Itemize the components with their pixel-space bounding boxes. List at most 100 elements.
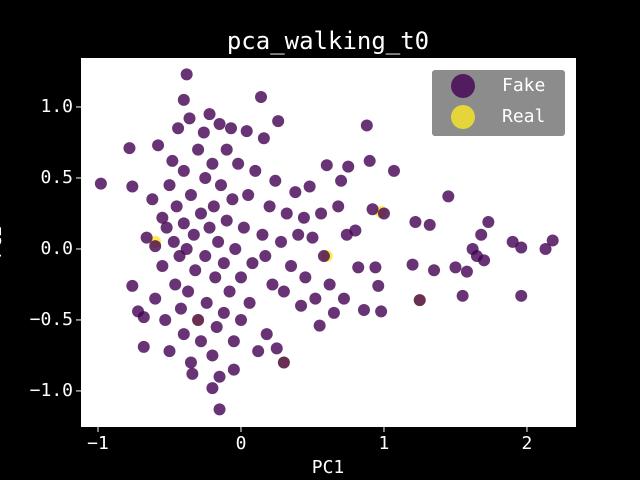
legend-label: Real: [502, 106, 545, 127]
point: [263, 200, 276, 213]
point: [295, 299, 308, 312]
point: [149, 240, 162, 253]
point: [189, 264, 202, 277]
point: [292, 228, 305, 241]
point: [449, 261, 462, 274]
marks: [94, 68, 559, 416]
y-tick-label: −1.0: [30, 380, 73, 401]
point: [203, 108, 216, 121]
point: [277, 285, 290, 298]
point: [323, 278, 336, 291]
point: [506, 235, 519, 248]
point: [246, 257, 259, 270]
point: [192, 143, 205, 156]
point: [217, 257, 230, 270]
y-axis-label: PC2: [0, 226, 6, 259]
point: [184, 189, 197, 202]
point: [272, 115, 285, 128]
point: [266, 278, 279, 291]
point: [475, 228, 488, 241]
point: [160, 221, 173, 234]
point: [360, 119, 373, 132]
point: [226, 193, 239, 206]
point: [152, 139, 165, 152]
point: [140, 231, 153, 244]
point: [159, 313, 172, 326]
point: [182, 285, 195, 298]
point: [156, 211, 169, 224]
point: [210, 321, 223, 334]
x-tick-label: −1: [87, 433, 109, 454]
legend: Fake Real: [432, 70, 565, 136]
point: [220, 214, 233, 227]
point: [177, 217, 190, 230]
legend-marker: [451, 105, 475, 129]
point: [192, 313, 205, 326]
point: [166, 154, 179, 167]
point: [227, 335, 240, 348]
point: [167, 235, 180, 248]
point: [275, 235, 288, 248]
point: [126, 279, 139, 292]
point: [369, 261, 382, 274]
point: [232, 157, 245, 170]
point: [315, 207, 328, 220]
point: [320, 159, 333, 172]
point: [306, 231, 319, 244]
y-tick-label: −0.5: [30, 309, 73, 330]
point: [313, 319, 326, 332]
point: [183, 112, 196, 125]
point: [259, 250, 272, 263]
point: [163, 179, 176, 192]
legend-label: Fake: [502, 75, 545, 96]
point: [213, 370, 226, 383]
point: [478, 254, 491, 267]
point: [227, 363, 240, 376]
point: [252, 345, 265, 358]
point: [206, 349, 219, 362]
point: [257, 132, 270, 145]
point: [207, 200, 220, 213]
x-tick-label: 1: [379, 433, 390, 454]
point: [170, 200, 183, 213]
point: [269, 174, 282, 187]
y-tick-label: 1.0: [40, 96, 73, 117]
point: [223, 285, 236, 298]
point: [297, 211, 310, 224]
point: [180, 68, 193, 81]
point: [363, 154, 376, 167]
point: [317, 250, 330, 263]
point: [285, 259, 298, 272]
point: [177, 328, 190, 341]
point: [199, 250, 212, 263]
point: [206, 157, 219, 170]
point: [197, 126, 210, 139]
point: [249, 164, 262, 177]
point: [220, 143, 233, 156]
point: [194, 335, 207, 348]
point: [214, 179, 227, 192]
x-tick-label: 2: [522, 433, 533, 454]
point: [280, 207, 293, 220]
point: [372, 279, 385, 292]
point: [309, 292, 322, 305]
point: [515, 289, 528, 302]
point: [200, 296, 213, 309]
point: [335, 174, 348, 187]
point: [199, 171, 212, 184]
point: [180, 242, 193, 255]
point: [137, 340, 150, 353]
point: [460, 265, 473, 278]
point: [177, 164, 190, 177]
point: [209, 271, 222, 284]
point: [442, 190, 455, 203]
y-tick-label: 0.0: [40, 238, 73, 259]
point: [428, 264, 441, 277]
point: [94, 177, 107, 190]
point: [366, 203, 379, 216]
point: [256, 228, 269, 241]
point: [352, 261, 365, 274]
point: [163, 345, 176, 358]
point: [217, 306, 230, 319]
